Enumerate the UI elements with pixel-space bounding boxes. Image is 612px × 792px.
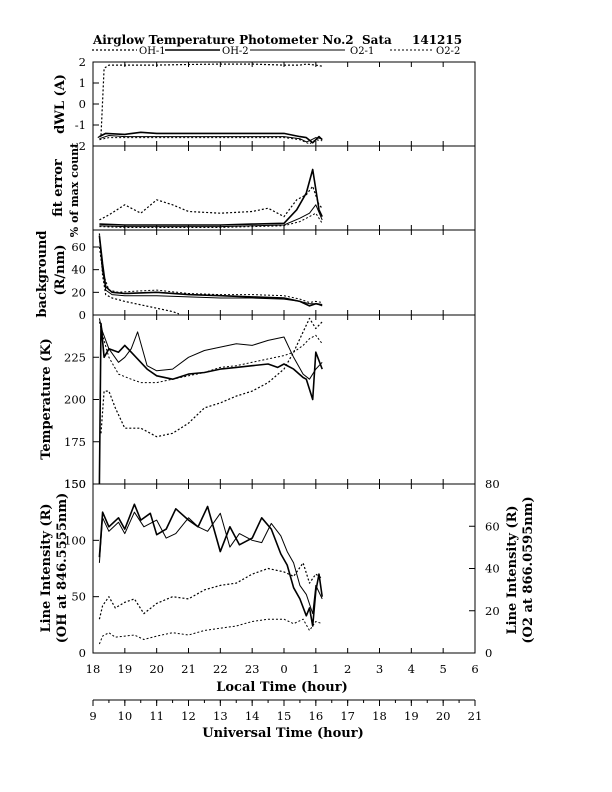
series-intensity-oh-2 [98,503,323,627]
universal-time-tick-label: 10 [118,709,133,723]
universal-time-tick-label: 16 [309,709,324,723]
y-tick-label-background: 40 [71,263,86,277]
background-axis-label: background [35,230,50,317]
intensity-axis-sublabel: (OH at 846.5555nm) [55,493,70,643]
series-dwl-o2-1 [99,135,323,143]
figure-title: Airglow Temperature Photometer No.2 [92,33,354,47]
y-tick-label-dwl: -1 [75,118,86,132]
intensity-right-axis-sublabel: (O2 at 866.0595nm) [521,496,536,643]
local-time-tick-label: 2 [344,662,351,676]
series-intensity-o2-2 [98,618,323,645]
series-fit_error-o2-1 [99,204,323,228]
legend-label-o2-1: O2-1 [350,46,374,57]
series-background-o2-2 [98,246,323,303]
series-dwl-oh-2 [99,131,323,144]
series-temperature-oh-1 [100,317,323,438]
legend: OH-1 OH-2 O2-1 O2-2 [92,46,460,57]
series-fit_error-oh-2 [99,168,323,226]
local-time-tick-label: 19 [118,662,133,676]
y-tick-label-intensity: 0 [79,646,86,660]
y2-tick-label-intensity: 80 [485,477,500,491]
panel-background-frame [92,229,476,316]
y-tick-label-background: 0 [79,308,86,322]
universal-time-tick-label: 18 [372,709,387,723]
universal-time-tick-label: 17 [340,709,355,723]
local-time-tick-label: 1 [312,662,319,676]
background-axis-sublabel: (R/nm) [53,244,68,295]
fit-error-axis-sublabel: % of max count [68,142,81,237]
universal-time-tick-label: 19 [404,709,419,723]
local-time-tick-label: 5 [440,662,447,676]
series-temperature-oh-2 [98,322,323,485]
y-tick-label-dwl: 2 [79,55,86,69]
series-fit_error-oh-1 [99,185,323,221]
local-time-tick-label: 18 [86,662,101,676]
y-tick-label-temperature: 225 [64,350,86,364]
panel-intensity-frame [92,483,476,654]
legend-label-o2-2: O2-2 [436,46,460,57]
y2-tick-label-intensity: 60 [485,519,500,533]
y-tick-label-background: 20 [71,285,86,299]
universal-time-tick-label: 9 [89,709,96,723]
local-time-tick-label: 4 [408,662,415,676]
universal-time-axis-label: Universal Time (hour) [202,726,364,741]
universal-time-tick-label: 12 [181,709,196,723]
y-tick-label-background: 60 [71,240,86,254]
series-dwl-o2-2 [99,137,323,145]
universal-time-tick-label: 21 [468,709,483,723]
y2-tick-label-intensity: 20 [485,604,500,618]
local-time-tick-label: 0 [280,662,287,676]
y-tick-label-dwl: 0 [79,97,86,111]
universal-time-tick-label: 20 [436,709,451,723]
intensity-right-axis-label: Line Intensity (R) [505,505,520,634]
universal-time-tick-label: 14 [245,709,260,723]
local-time-tick-label: 3 [376,662,383,676]
panel-temperature-frame [92,314,476,485]
local-time-tick-label: 6 [471,662,478,676]
temperature-axis-label: Temperature (K) [39,338,54,460]
universal-time-tick-label: 15 [277,709,292,723]
site-label: Sata [362,33,392,47]
date-label: 141215 [412,33,462,47]
series-temperature-o2-1 [98,318,323,380]
series-background-o2-1 [98,237,323,307]
local-time-tick-label: 21 [181,662,196,676]
y2-tick-label-intensity: 0 [485,646,492,660]
y-tick-label-intensity: 150 [64,477,86,491]
y-tick-label-dwl: 1 [79,76,86,90]
y-tick-label-temperature: 175 [64,435,86,449]
y-tick-label-intensity: 50 [71,590,86,604]
series-intensity-oh-1 [98,562,323,620]
legend-label-oh-1: OH-1 [139,46,166,57]
panel-fit-error-frame [92,145,476,231]
y-tick-label-temperature: 200 [64,393,86,407]
legend-label-oh-2: OH-2 [222,46,249,57]
local-time-tick-label: 20 [149,662,164,676]
chart-marks: -2-1012020406015017520022505010015002040… [64,55,500,723]
y-tick-label-intensity: 100 [64,533,86,547]
series-background-oh-2 [98,235,323,307]
local-time-tick-label: 22 [213,662,228,676]
local-time-tick-label: 23 [245,662,260,676]
series-fit_error-o2-2 [99,212,323,228]
series-background-oh-1 [98,233,180,315]
y2-tick-label-intensity: 40 [485,562,500,576]
local-time-axis-label: Local Time (hour) [216,680,348,695]
series-dwl-oh-1 [97,63,323,139]
fit-error-axis-label: fit error [51,159,66,217]
dwl-axis-label: dWL (A) [53,74,68,134]
series-intensity-o2-1 [98,511,323,615]
y-tick-label-dwl: -2 [75,139,86,153]
intensity-axis-label: Line Intensity (R) [39,503,54,632]
universal-time-tick-label: 11 [149,709,164,723]
y-tick-label-temperature: 150 [64,477,86,491]
universal-time-tick-label: 13 [213,709,228,723]
series-temperature-o2-2 [98,321,323,384]
